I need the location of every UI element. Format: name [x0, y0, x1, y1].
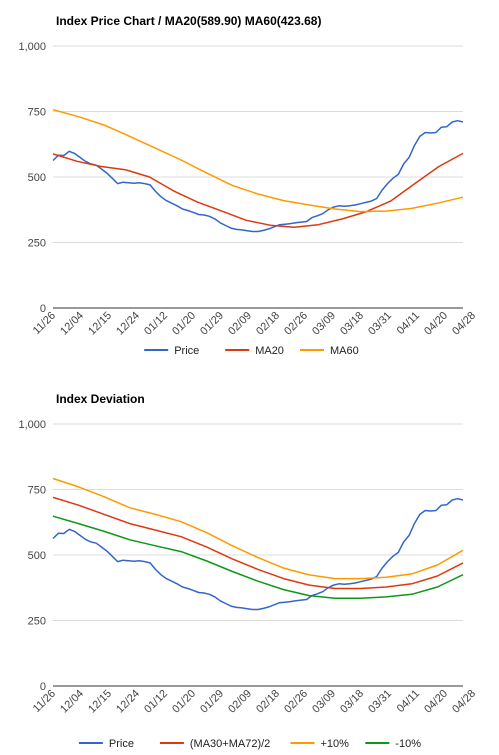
- legend-item[interactable]: Price: [78, 738, 134, 750]
- series-line-10: [52, 477, 464, 580]
- y-tick-label: 1,000: [18, 41, 46, 53]
- legend-label: Price: [109, 738, 134, 750]
- x-tick-label: 02/26: [282, 310, 310, 338]
- series-line-10: [52, 515, 464, 599]
- legend-item[interactable]: MA20: [225, 345, 284, 357]
- legend-item[interactable]: (MA30+MA72)/2: [159, 738, 270, 750]
- y-tick-label: 750: [28, 485, 46, 497]
- price-chart-svg: Index Price Chart / MA20(589.90) MA60(42…: [18, 14, 478, 357]
- legend-item[interactable]: -10%: [365, 738, 421, 750]
- series-line-ma60: [52, 108, 464, 213]
- x-tick-label: 02/18: [254, 688, 282, 716]
- y-tick-label: 750: [28, 107, 46, 119]
- y-tick-label: 0: [40, 681, 46, 693]
- x-tick-label: 12/24: [114, 688, 142, 716]
- x-tick-label: 03/31: [366, 688, 394, 716]
- price-chart: Index Price Chart / MA20(589.90) MA60(42…: [18, 14, 478, 357]
- x-tick-label: 01/12: [142, 688, 170, 716]
- x-tick-label: 11/26: [31, 310, 58, 337]
- x-tick-label: 04/28: [450, 310, 478, 338]
- legend-label: Price: [174, 345, 199, 357]
- legend-label: MA60: [330, 345, 359, 357]
- y-tick-label: 250: [28, 238, 46, 250]
- chart-title: Index Deviation: [56, 392, 145, 406]
- x-tick-label: 04/20: [422, 310, 450, 338]
- legend-item[interactable]: MA60: [300, 345, 359, 357]
- x-tick-label: 01/29: [198, 310, 226, 338]
- x-tick-label: 04/11: [395, 310, 422, 337]
- series-line-price: [52, 497, 464, 611]
- deviation-chart-svg: Index Deviation 0 250 500 750 1,000 11/26 12/04…: [18, 392, 478, 750]
- x-tick-label: 01/20: [170, 310, 198, 338]
- y-tick-label: 0: [40, 303, 46, 315]
- y-tick-label: 250: [28, 616, 46, 628]
- x-tick-label: 12/15: [86, 310, 114, 338]
- legend-label: MA20: [255, 345, 284, 357]
- x-tick-label: 12/24: [114, 310, 142, 338]
- x-tick-label: 04/28: [450, 688, 478, 716]
- series-line-price: [52, 119, 464, 233]
- x-tick-label: 03/09: [310, 310, 338, 338]
- series-line-ma30-ma72-2: [52, 496, 464, 590]
- x-tick-label: 12/15: [86, 688, 114, 716]
- x-tick-label: 12/04: [58, 310, 86, 338]
- x-tick-label: 02/18: [254, 310, 282, 338]
- x-tick-label: 03/09: [310, 688, 338, 716]
- x-tick-label: 03/18: [338, 688, 366, 716]
- legend-item[interactable]: Price: [144, 345, 199, 357]
- legend-label: (MA30+MA72)/2: [190, 738, 270, 750]
- x-tick-label: 03/31: [366, 310, 394, 338]
- y-tick-label: 1,000: [18, 419, 46, 431]
- x-tick-label: 01/29: [198, 688, 226, 716]
- legend-label: -10%: [395, 738, 421, 750]
- x-tick-label: 03/18: [338, 310, 366, 338]
- x-tick-label: 11/26: [31, 688, 58, 715]
- x-tick-label: 12/04: [58, 688, 86, 716]
- x-tick-label: 02/26: [282, 688, 310, 716]
- y-tick-label: 500: [28, 550, 46, 562]
- legend-item[interactable]: +10%: [290, 738, 350, 750]
- y-tick-label: 500: [28, 172, 46, 184]
- x-tick-label: 02/09: [226, 310, 254, 338]
- x-tick-label: 01/20: [170, 688, 198, 716]
- chart-title: Index Price Chart / MA20(589.90) MA60(42…: [56, 14, 321, 28]
- x-tick-label: 04/11: [395, 688, 422, 715]
- legend-label: +10%: [321, 738, 350, 750]
- x-tick-label: 04/20: [422, 688, 450, 716]
- x-tick-label: 02/09: [226, 688, 254, 716]
- series-line-ma20: [52, 152, 464, 229]
- x-tick-label: 01/12: [142, 310, 170, 338]
- deviation-chart: Index Deviation 0 250 500 750 1,000 11/26 12/04…: [0, 378, 499, 755]
